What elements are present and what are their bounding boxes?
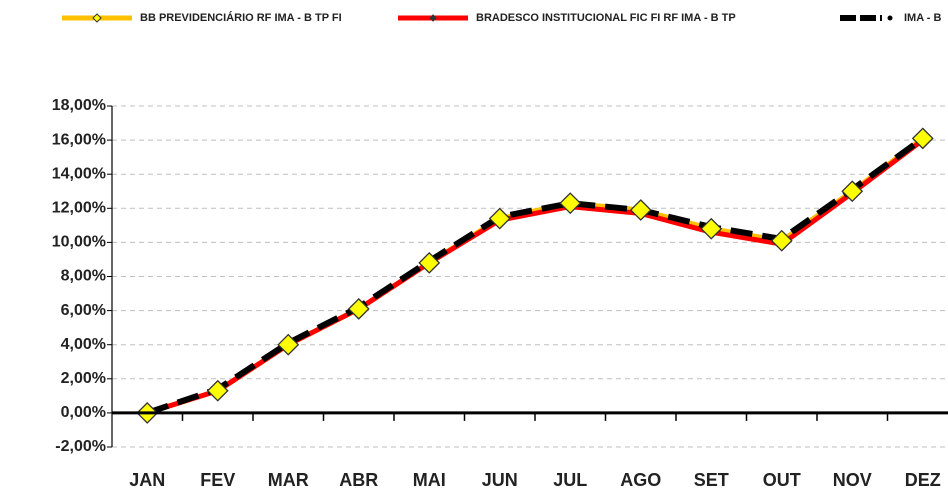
legend-marker xyxy=(92,13,102,23)
point-marker xyxy=(347,297,370,320)
legend-label: BRADESCO INSTITUCIONAL FIC FI RF IMA - B… xyxy=(476,12,736,24)
point-marker xyxy=(770,229,793,252)
y-tick-label: 18,00% xyxy=(52,97,106,114)
x-tick-label: ABR xyxy=(339,470,378,490)
y-tick-label: -2,00% xyxy=(55,438,106,455)
point-marker xyxy=(911,127,934,150)
legend-marker xyxy=(429,14,437,22)
point-marker xyxy=(841,180,864,203)
y-tick-label: 8,00% xyxy=(61,268,106,285)
y-tick-label: 2,00% xyxy=(61,370,106,387)
point-marker xyxy=(488,207,511,230)
point-marker xyxy=(700,217,723,240)
x-tick-label: DEZ xyxy=(905,470,941,490)
y-tick-label: 0,00% xyxy=(61,404,106,421)
markers xyxy=(136,127,934,424)
legend: BB PREVIDENCIÁRIO RF IMA - B TP FI BRADES… xyxy=(62,11,942,24)
x-tick-label: SET xyxy=(694,470,729,490)
legend-label: IMA - B xyxy=(904,12,942,24)
x-tick-label: AGO xyxy=(620,470,661,490)
series-line xyxy=(146,135,925,416)
x-tick-label: JAN xyxy=(129,470,165,490)
y-tick-label: 14,00% xyxy=(52,165,106,182)
y-tick-label: 10,00% xyxy=(52,234,106,251)
x-tick-label: OUT xyxy=(763,470,801,490)
grid xyxy=(112,105,948,448)
x-tick-label: FEV xyxy=(200,470,235,490)
lines xyxy=(146,135,925,416)
x-tick-label: MAI xyxy=(413,470,446,490)
series-line xyxy=(146,136,925,416)
point-marker xyxy=(277,333,300,356)
point-marker xyxy=(629,199,652,221)
x-tick-label: MAR xyxy=(268,470,309,490)
y-tick-label: 12,00% xyxy=(52,200,106,217)
point-marker xyxy=(418,251,441,274)
x-tick-label: JUN xyxy=(482,470,518,490)
x-tick-label: JUL xyxy=(553,470,587,490)
axes: -2,00% 0,00% 2,00% 4,00% 6,00% 8,00% 10,00% 12,… xyxy=(52,97,948,490)
legend-marker xyxy=(887,15,893,21)
y-tick-label: 4,00% xyxy=(61,336,106,353)
y-tick-label: 6,00% xyxy=(61,302,106,319)
y-tick-label: 16,00% xyxy=(52,131,106,148)
x-tick-label: NOV xyxy=(833,470,872,490)
point-marker xyxy=(206,379,229,402)
point-marker xyxy=(559,192,582,215)
legend-label: BB PREVIDENCIÁRIO RF IMA - B TP FI xyxy=(140,11,342,24)
